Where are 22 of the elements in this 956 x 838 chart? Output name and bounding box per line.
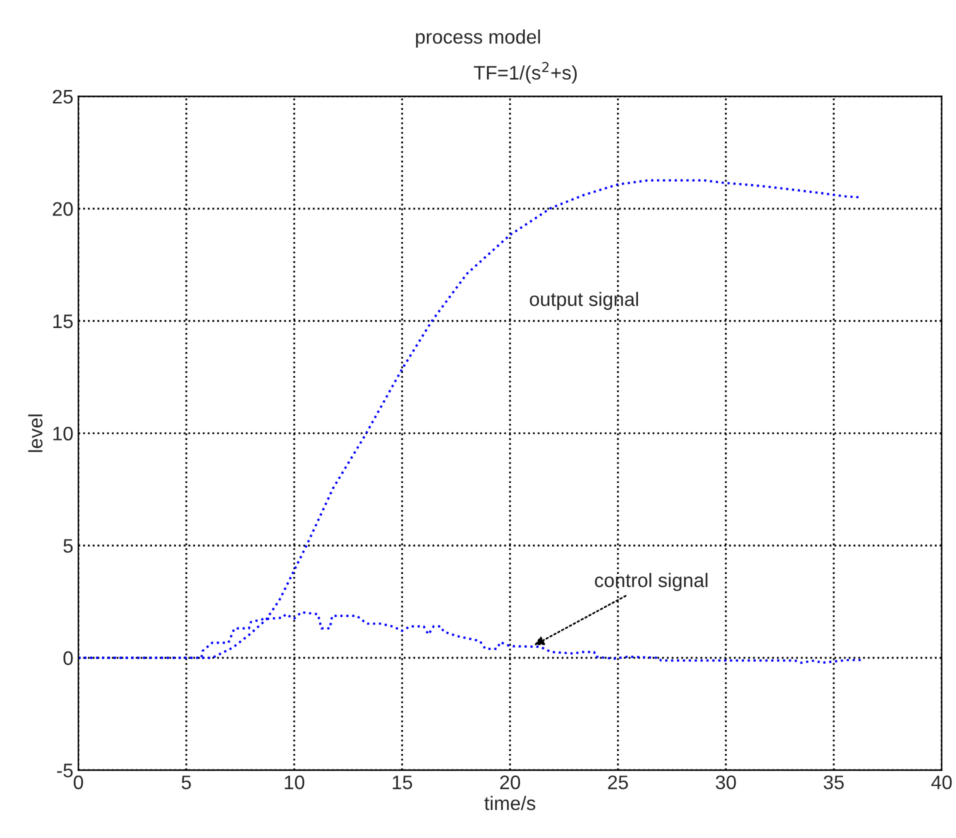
chart-subtitle: TF=1/(s$^{2}$+s) xyxy=(474,62,577,84)
y-tick-label: -5 xyxy=(57,764,73,778)
x-tick-label: 15 xyxy=(392,776,412,790)
y-tick-label: 10 xyxy=(53,426,73,440)
x-tick-label: 0 xyxy=(74,775,84,790)
x-tick-label: 25 xyxy=(608,775,628,790)
annotation: control signal xyxy=(594,572,708,592)
x-tick-label: 40 xyxy=(931,775,952,790)
x-axis-title: time/s xyxy=(484,796,536,810)
y-tick-label: 5 xyxy=(63,539,73,553)
x-tick-label: 20 xyxy=(500,775,520,790)
y-tick-label: 0 xyxy=(63,651,73,666)
y-tick-label: 15 xyxy=(53,314,73,328)
x-tick-label: 5 xyxy=(182,776,191,790)
x-tick-label: 35 xyxy=(824,775,844,790)
y-tick-label: 25 xyxy=(52,90,73,104)
chart-title: process model xyxy=(416,29,540,48)
y-tick-label: 20 xyxy=(52,202,73,216)
y-axis-title: level xyxy=(28,414,43,452)
x-tick-label: 10 xyxy=(284,775,304,790)
x-tick-label: 30 xyxy=(716,775,736,790)
annotation: output signal xyxy=(530,292,638,310)
